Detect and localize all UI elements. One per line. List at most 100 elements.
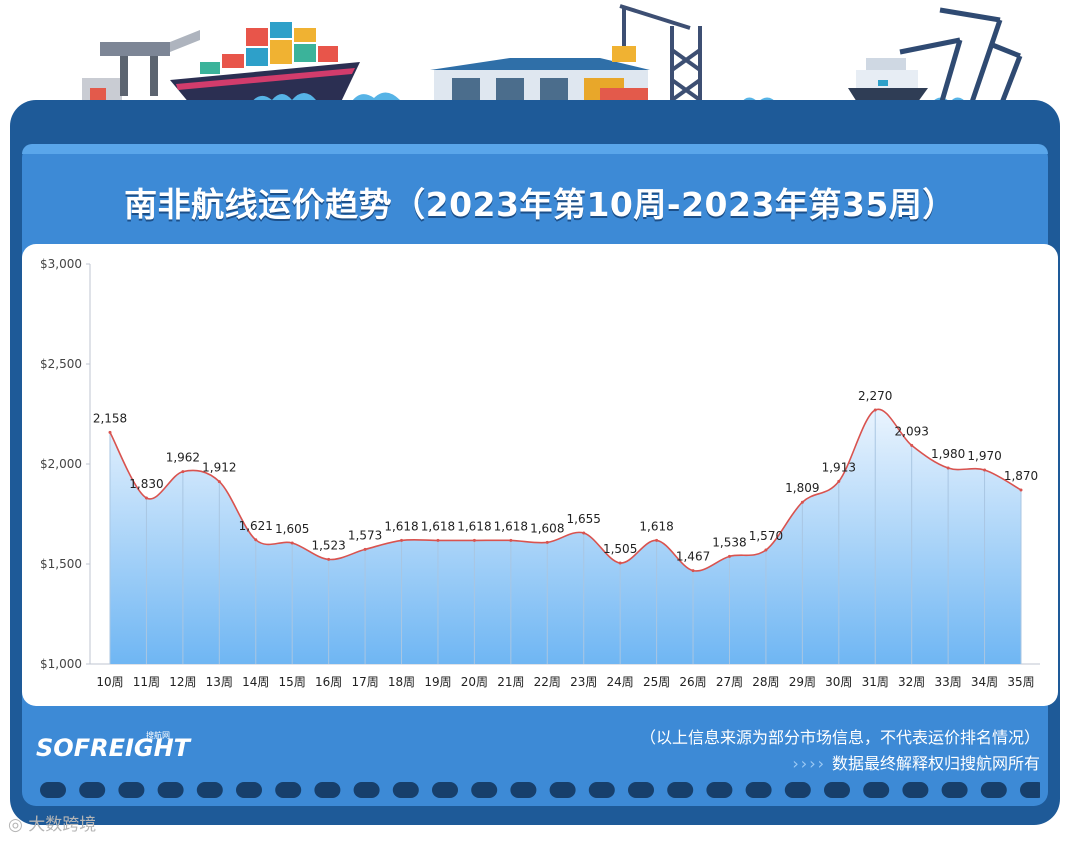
binder-hole: [863, 782, 890, 798]
data-label: 1,970: [967, 449, 1001, 463]
x-tick-label: 21周: [497, 675, 524, 689]
data-label: 1,605: [275, 522, 309, 536]
data-point: [764, 548, 768, 552]
y-tick-label: $1,500: [40, 557, 82, 571]
data-label: 1,870: [1004, 469, 1038, 483]
binder-hole: [667, 782, 694, 798]
binder-hole: [628, 782, 654, 798]
y-tick-label: $2,500: [40, 357, 82, 371]
binder-holes: [40, 782, 1040, 798]
data-label: 1,809: [785, 481, 819, 495]
binder-hole: [745, 782, 772, 798]
data-point: [873, 408, 877, 412]
binder-hole: [118, 782, 145, 798]
data-label: 1,538: [712, 535, 746, 549]
data-point: [545, 540, 549, 544]
source-note: （以上信息来源为部分市场信息，不代表运价排名情况）: [639, 728, 1040, 747]
data-label: 1,980: [931, 447, 965, 461]
data-point: [327, 557, 331, 561]
header-illustration: [82, 4, 1023, 110]
data-label: 2,270: [858, 389, 892, 403]
x-tick-label: 17周: [351, 675, 378, 689]
binder-hole: [392, 782, 419, 798]
data-label: 1,570: [749, 529, 783, 543]
copyright-text: 数据最终解释权归搜航网所有: [831, 754, 1040, 773]
data-label: 1,655: [567, 512, 601, 526]
binder-hole: [510, 782, 537, 798]
binder-hole: [471, 782, 498, 798]
data-label: 1,962: [166, 451, 200, 465]
data-label: 1,467: [676, 550, 710, 564]
port-building-icon: [82, 30, 200, 108]
gantry-crane-icon: [612, 4, 702, 108]
data-label: 1,618: [457, 519, 491, 533]
data-label: 1,618: [384, 519, 418, 533]
data-label: 1,618: [421, 519, 455, 533]
data-point: [144, 496, 148, 500]
binder-hole: [40, 782, 66, 798]
data-point: [400, 538, 404, 542]
data-label: 1,912: [202, 461, 236, 475]
binder-hole: [784, 782, 811, 798]
x-tick-label: 35周: [1007, 675, 1034, 689]
data-point: [946, 466, 950, 470]
x-tick-label: 18周: [388, 675, 415, 689]
data-point: [655, 538, 659, 542]
data-label: 1,830: [129, 477, 163, 491]
binder-hole: [432, 782, 458, 798]
data-point: [691, 569, 695, 573]
chart-title: 南非航线运价趋势（2023年第10周-2023年第35周）: [124, 185, 956, 224]
x-tick-label: 29周: [789, 675, 816, 689]
binder-hole: [353, 782, 380, 798]
data-point: [983, 468, 987, 472]
logo-sub-text: 搜航网: [146, 730, 170, 740]
binder-hole: [196, 782, 223, 798]
x-tick-label: 25周: [643, 675, 670, 689]
binder-hole: [549, 782, 576, 798]
x-tick-label: 11周: [133, 675, 160, 689]
x-tick-label: 15周: [279, 675, 306, 689]
data-point: [363, 547, 367, 551]
chevrons-icon: ››››: [792, 754, 826, 773]
x-tick-label: 10周: [96, 675, 123, 689]
x-tick-label: 30周: [825, 675, 852, 689]
data-label: 1,523: [311, 538, 345, 552]
data-point: [509, 538, 513, 542]
binder-hole: [79, 782, 106, 798]
data-point: [254, 538, 258, 542]
binder-hole: [941, 782, 968, 798]
binder-hole: [706, 782, 733, 798]
data-point: [910, 443, 914, 447]
binder-hole: [275, 782, 302, 798]
x-tick-label: 24周: [607, 675, 634, 689]
x-tick-label: 19周: [424, 675, 451, 689]
data-point: [727, 554, 731, 558]
watermark-text: 大数跨境: [28, 815, 97, 835]
x-tick-label: 32周: [898, 675, 925, 689]
binder-hole: [980, 782, 1007, 798]
data-label: 1,618: [639, 519, 673, 533]
x-tick-label: 33周: [934, 675, 961, 689]
data-label: 1,505: [603, 542, 637, 556]
binder-hole: [902, 782, 929, 798]
binder-hole: [157, 782, 184, 798]
logo-text: SOFREIGHT: [36, 734, 192, 762]
y-tick-label: $2,000: [40, 457, 82, 471]
data-label: 1,573: [348, 528, 382, 542]
x-tick-label: 28周: [752, 675, 779, 689]
data-point: [1019, 488, 1023, 492]
warehouse-icon: [430, 58, 650, 104]
container-ship-icon: [170, 22, 360, 104]
x-tick-label: 14周: [242, 675, 269, 689]
binder-hole: [824, 782, 850, 798]
x-tick-label: 23周: [570, 675, 597, 689]
data-label: 1,913: [822, 460, 856, 474]
x-tick-label: 22周: [534, 675, 561, 689]
x-tick-label: 31周: [862, 675, 889, 689]
source-watermark: ◎ 大数跨境: [8, 810, 96, 835]
data-point: [108, 430, 112, 434]
data-point: [217, 480, 221, 484]
copyright-note: ›››› 数据最终解释权归搜航网所有: [792, 750, 1040, 774]
x-tick-label: 12周: [169, 675, 196, 689]
